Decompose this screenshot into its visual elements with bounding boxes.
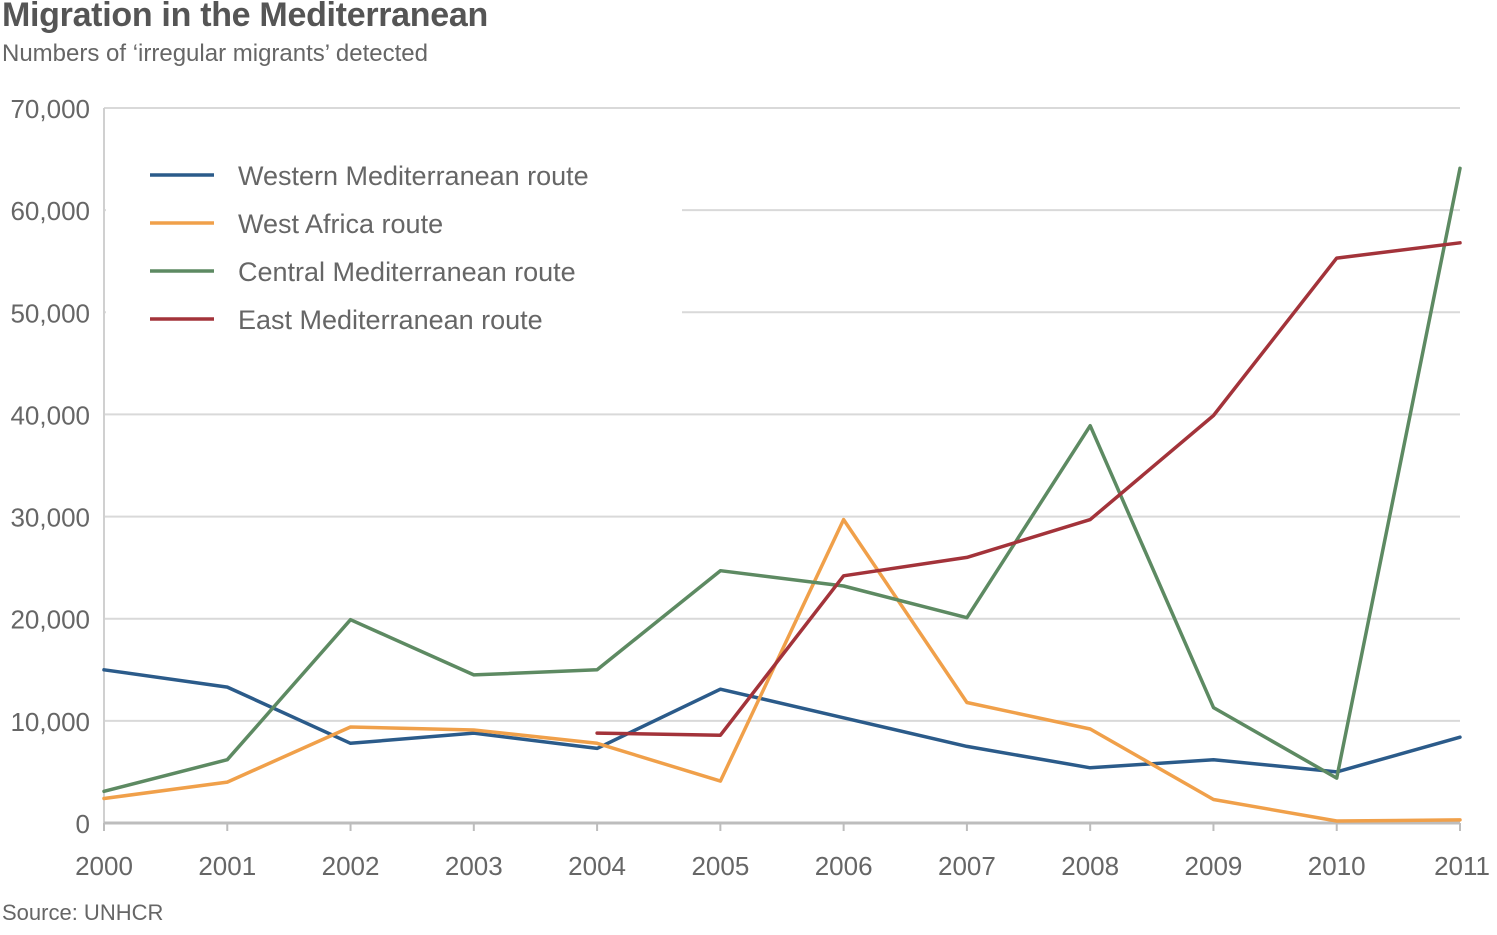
y-tick-label: 10,000 [10, 707, 90, 737]
axes: 0 10,000 20,000 30,000 40,000 50,000 60,000 70,… [10, 94, 1490, 881]
chart-title: Migration in the Mediterranean [2, 0, 488, 34]
x-tick-label: 2006 [815, 851, 873, 881]
y-tick-label: 70,000 [10, 94, 90, 124]
legend-label: West Africa route [238, 209, 443, 239]
x-tick-label: 2002 [322, 851, 380, 881]
y-tick-label: 40,000 [10, 400, 90, 430]
series-line-3 [102, 166, 1462, 794]
line-chart: 0 10,000 20,000 30,000 40,000 50,000 60,000 70,… [10, 94, 1490, 881]
y-tick-label: 20,000 [10, 605, 90, 635]
series-line-1 [102, 668, 1462, 774]
y-tick-label: 60,000 [10, 196, 90, 226]
x-tick-label: 2003 [445, 851, 503, 881]
x-tick-label: 2000 [75, 851, 133, 881]
x-tick-label: 2011 [1434, 851, 1490, 881]
chart-source: Source: UNHCR [2, 900, 164, 925]
legend-label: Western Mediterranean route [238, 161, 589, 191]
x-tick-label: 2004 [568, 851, 626, 881]
legend: Western Mediterranean route West Africa r… [106, 140, 682, 340]
x-tick-label: 2005 [691, 851, 749, 881]
x-tick-label: 2007 [938, 851, 996, 881]
legend-label: East Mediterranean route [238, 305, 543, 335]
y-tick-label: 50,000 [10, 298, 90, 328]
y-tick-label: 30,000 [10, 503, 90, 533]
x-tick-label: 2009 [1185, 851, 1243, 881]
y-tick-label: 0 [76, 809, 90, 839]
chart-subtitle: Numbers of ‘irregular migrants’ detected [2, 40, 428, 67]
x-tick-label: 2008 [1061, 851, 1119, 881]
x-tick-label: 2001 [198, 851, 256, 881]
x-tick-label: 2010 [1308, 851, 1366, 881]
series-line-2 [102, 517, 1462, 823]
legend-label: Central Mediterranean route [238, 257, 576, 287]
series-lines [102, 166, 1462, 823]
series-line-4 [595, 241, 1462, 737]
